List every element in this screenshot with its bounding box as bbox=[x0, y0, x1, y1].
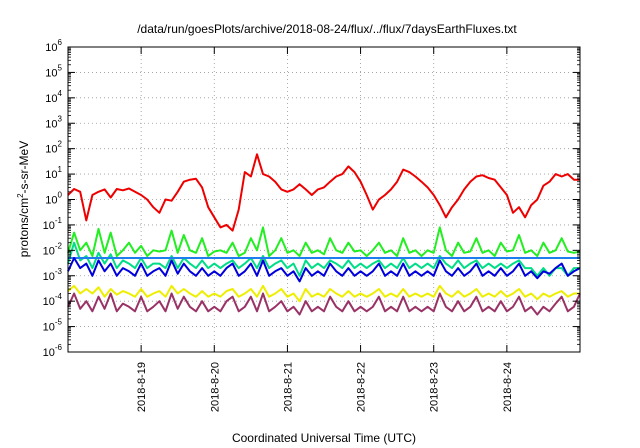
y-axis-label: protons/cm2-s-sr-MeV bbox=[16, 141, 31, 257]
y-tick-label: 10-4 bbox=[43, 292, 63, 308]
y-tick-label-base: 10 bbox=[45, 169, 57, 181]
y-tick-label: 106 bbox=[45, 38, 62, 54]
y-tick-label-base: 10 bbox=[43, 220, 55, 232]
y-tick-label-exp: -4 bbox=[55, 292, 63, 301]
y-tick-label-base: 10 bbox=[45, 42, 57, 54]
x-tick-label: 2018-8-19 bbox=[136, 362, 148, 412]
y-tick-label-exp: -5 bbox=[55, 318, 63, 327]
y-tick-label-base: 10 bbox=[45, 195, 57, 207]
y-tick-label-exp: 4 bbox=[58, 89, 63, 98]
x-tick-label: 2018-8-22 bbox=[356, 362, 368, 412]
y-tick-label-exp: -1 bbox=[55, 216, 63, 225]
y-tick-label-exp: 0 bbox=[58, 191, 63, 200]
y-tick-label-exp: 2 bbox=[58, 140, 63, 149]
x-tick-label: 2018-8-23 bbox=[429, 362, 441, 412]
series-line bbox=[67, 257, 581, 283]
y-axis-label-base: protons/cm bbox=[17, 198, 31, 257]
y-tick-label-exp: -6 bbox=[55, 343, 63, 352]
y-axis-label-rest: -s-sr-MeV bbox=[17, 141, 31, 194]
series-line bbox=[67, 241, 580, 277]
y-tick-label-base: 10 bbox=[43, 296, 55, 308]
y-tick-label-exp: 3 bbox=[58, 114, 63, 123]
y-tick-label-exp: -2 bbox=[55, 241, 63, 250]
y-tick-label: 100 bbox=[45, 191, 62, 207]
y-tick-label-base: 10 bbox=[43, 271, 55, 283]
y-tick-label: 10-2 bbox=[43, 241, 63, 257]
y-tick-label-exp: 5 bbox=[58, 63, 63, 72]
series-layer bbox=[67, 153, 581, 316]
x-axis-label: Coordinated Universal Time (UTC) bbox=[232, 431, 416, 445]
y-tick-label-exp: -3 bbox=[55, 267, 63, 276]
chart-title: /data/run/goesPlots/archive/2018-08-24/f… bbox=[137, 22, 517, 36]
y-tick-label-base: 10 bbox=[43, 322, 55, 334]
series-line bbox=[67, 284, 580, 303]
x-tick-label: 2018-8-21 bbox=[282, 362, 294, 412]
y-tick-label: 105 bbox=[45, 63, 62, 79]
series-line bbox=[67, 292, 581, 316]
y-tick-label-base: 10 bbox=[45, 67, 57, 79]
y-tick-label: 101 bbox=[45, 165, 62, 181]
y-tick-label: 10-6 bbox=[43, 343, 63, 359]
y-tick-label-base: 10 bbox=[43, 245, 55, 257]
y-tick-label: 10-3 bbox=[43, 267, 63, 283]
x-tick-label: 2018-8-20 bbox=[209, 362, 221, 412]
y-tick-label-exp: 1 bbox=[58, 165, 63, 174]
y-tick-label: 102 bbox=[45, 140, 62, 156]
y-tick-label: 10-5 bbox=[43, 318, 63, 334]
y-tick-label-base: 10 bbox=[43, 347, 55, 359]
y-tick-label-exp: 6 bbox=[58, 38, 63, 47]
y-axis-label-sup: 2 bbox=[16, 193, 25, 198]
y-axis: 10-610-510-410-310-210-11001011021031041… bbox=[43, 38, 580, 359]
x-axis: 2018-8-19 2018-8-20 2018-8-21 2018-8-22 2018… bbox=[136, 47, 514, 412]
y-tick-label: 10-1 bbox=[43, 216, 63, 232]
y-tick-label-base: 10 bbox=[45, 93, 57, 105]
series-line bbox=[67, 226, 581, 257]
x-tick-label: 2018-8-24 bbox=[502, 362, 514, 412]
y-tick-label-base: 10 bbox=[45, 118, 57, 130]
y-tick-label: 104 bbox=[45, 89, 62, 105]
y-tick-label-base: 10 bbox=[45, 144, 57, 156]
series-line bbox=[67, 153, 580, 232]
y-tick-label: 103 bbox=[45, 114, 62, 130]
